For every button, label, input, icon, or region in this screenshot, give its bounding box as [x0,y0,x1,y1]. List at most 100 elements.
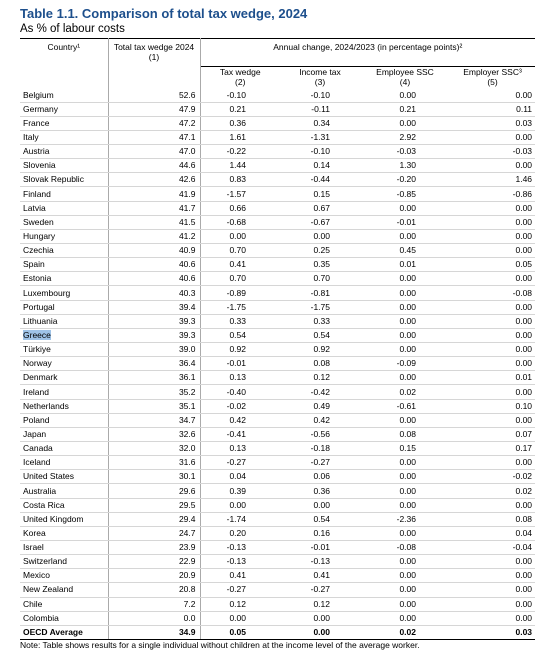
table-cell: 35.2 [108,384,201,400]
cell-text: 0.07 [515,428,533,439]
table-row: United States 30.1 0.04 0.06 0.00 -0.02 [20,469,536,485]
cell-text: 0.21 [399,103,416,114]
cell-text: -0.09 [396,358,416,369]
cell-text: -1.57 [226,188,246,199]
table-cell: 0.13 [200,441,280,457]
table-cell: 0.54 [280,512,360,527]
table-cell: 41.7 [108,201,201,216]
table-cell: Türkiye [20,342,109,358]
cell-text: 0.00 [515,315,533,326]
table-row: Denmark 36.1 0.13 0.12 0.00 0.01 [20,370,536,386]
table-cell: 0.92 [280,342,360,358]
cell-text: -0.81 [310,287,330,298]
table-cell: Costa Rica [20,498,109,513]
table-cell: 0.00 [450,201,536,216]
table-cell: 0.00 [450,554,536,570]
table-cell: 0.41 [200,257,280,273]
cell-text: 31.6 [178,457,196,468]
cell-text: 0.00 [515,230,533,241]
table-cell: 30.1 [108,469,201,485]
cell-text: 39.0 [178,344,196,355]
cell-text: 0.21 [229,103,246,114]
cell-text: 29.4 [178,513,196,524]
table-cell: 0.00 [450,328,536,344]
table-cell: 0.00 [360,314,450,329]
table-cell: 0.02 [450,483,536,499]
table-cell: 29.5 [108,498,201,513]
cell-text: 0.16 [313,527,330,538]
cell-text: 0.00 [399,485,416,496]
cell-text: 40.3 [178,287,196,298]
cell-text: 0.49 [313,400,330,411]
header-total: Total tax wedge 2024 (1) [108,38,201,89]
table-cell: Slovak Republic [20,172,109,188]
cell-text: Australia [23,485,57,496]
cell-text: -0.67 [310,216,330,227]
table-cell: 0.00 [360,526,450,542]
cell-text: 0.00 [313,230,330,241]
cell-text: 0.00 [399,527,416,538]
cell-text: -0.27 [310,457,330,468]
table-cell: -1.57 [200,186,280,202]
subheader-line: Employee SSC [376,67,434,78]
table-cell: -0.40 [200,384,280,400]
table-cell: Czechia [20,243,109,259]
table-cell: 0.49 [280,399,360,414]
table-cell: 0.35 [280,257,360,273]
cell-text: Greece [23,329,51,340]
cell-text: Ireland [23,386,49,397]
table-cell: -0.27 [280,455,360,471]
table-cell: 0.00 [360,568,450,584]
table-cell: 0.00 [360,611,450,626]
table-cell: Estonia [20,271,109,287]
cell-text: -0.08 [396,542,416,553]
table-row: Canada 32.0 0.13 -0.18 0.15 0.17 [20,441,536,457]
table-cell: 0.00 [360,328,450,344]
table-cell: Sweden [20,215,109,230]
table-cell: Spain [20,257,109,273]
table-cell: 0.12 [280,597,360,612]
table-cell: 0.00 [360,370,450,386]
table-row: Türkiye 39.0 0.92 0.92 0.00 0.00 [20,342,536,358]
table-cell: 0.00 [360,483,450,499]
table-cell: 34.9 [108,624,201,640]
table-cell: 0.12 [200,597,280,612]
table-row: Australia 29.6 0.39 0.36 0.00 0.02 [20,483,536,499]
table-cell: 0.00 [360,498,450,513]
cell-text: -0.27 [226,584,246,595]
cell-text: Finland [23,188,51,199]
subtitle: As % of labour costs [20,23,125,35]
table-cell: -0.27 [200,582,280,598]
cell-text: 0.02 [399,626,416,637]
cell-text: 0.70 [313,273,330,284]
table-cell: 0.00 [450,413,536,428]
cell-text: -0.08 [512,287,533,298]
cell-text: -0.04 [512,542,533,553]
table-cell: -0.22 [200,144,280,160]
table-cell: 0.00 [360,271,450,287]
table-cell: 0.04 [450,526,536,542]
table-cell: 0.21 [360,102,450,117]
table-cell: 29.4 [108,512,201,527]
table-row: France 47.2 0.36 0.34 0.00 0.03 [20,116,536,131]
table-cell: -0.56 [280,427,360,443]
cell-text: 0.02 [399,386,416,397]
cell-text: 0.39 [229,485,246,496]
table-row: Chile 7.2 0.12 0.12 0.00 0.00 [20,597,536,612]
table-cell: 0.00 [450,582,536,598]
table-row: Finland 41.9 -1.57 0.15 -0.85 -0.86 [20,186,536,202]
cell-text: -0.02 [226,400,246,411]
cell-text: New Zealand [23,584,74,595]
table-cell: 0.70 [200,271,280,287]
table-cell: 42.6 [108,172,201,188]
cell-text: -0.03 [512,146,533,157]
note: Note: Table shows results for a single i… [20,640,420,650]
table-cell: 0.02 [360,624,450,640]
cell-text: 30.1 [178,471,196,482]
cell-text: Canada [23,443,53,454]
table-cell: Colombia [20,611,109,626]
cell-text: -0.40 [226,386,246,397]
table-cell: Japan [20,427,109,443]
table-cell: 0.70 [280,271,360,287]
table-cell: -0.42 [280,384,360,400]
